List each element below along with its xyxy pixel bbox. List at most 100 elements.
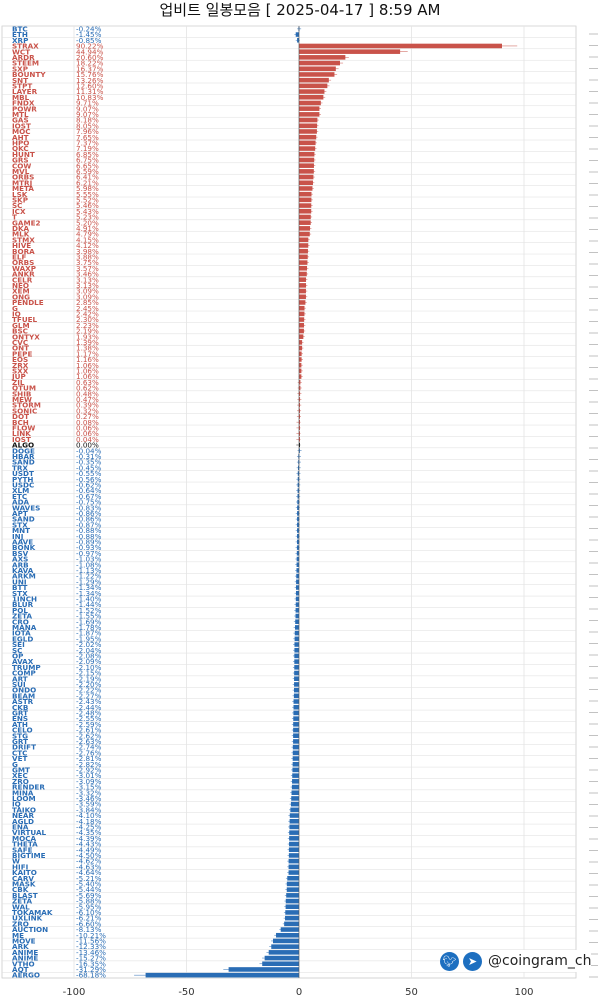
row-coin-label: NEAR <box>12 811 34 820</box>
row-coin-label: BCH <box>12 418 29 427</box>
row-coin-label: MOVE <box>12 937 36 946</box>
bar <box>288 853 299 858</box>
bar <box>289 836 299 841</box>
row-coin-label: KAITO <box>12 868 37 877</box>
row-coin-label: VTHO <box>12 959 35 968</box>
row-coin-label: ONTYX <box>12 332 40 341</box>
telegram-icon[interactable]: ➤ <box>463 951 482 971</box>
bar <box>299 89 325 94</box>
row-coin-label: HIFI <box>12 862 29 871</box>
row-value-label: -11.56% <box>76 937 106 946</box>
row-value-label: -0.86% <box>76 515 102 524</box>
row-coin-label: GAS <box>12 116 29 125</box>
row-value-label: -0.24% <box>76 24 102 33</box>
row-coin-label: ZRX <box>12 361 29 370</box>
row-value-label: 3.13% <box>76 281 99 290</box>
row-value-label: 2.42% <box>76 309 99 318</box>
bar <box>292 761 299 767</box>
row-coin-label: TRX <box>12 463 28 472</box>
row-coin-label: BSC <box>12 327 28 336</box>
row-coin-label: USDT <box>12 469 34 478</box>
bar <box>299 66 336 72</box>
bar <box>292 756 299 761</box>
x-tick-label: 0 <box>296 987 302 998</box>
row-coin-label: KAVA <box>12 566 34 575</box>
row-coin-label: PEPE <box>12 349 32 358</box>
row-coin-label: CELO <box>12 726 33 735</box>
row-coin-label: QTUM <box>12 384 36 393</box>
bar <box>286 881 299 887</box>
bar <box>293 716 299 721</box>
row-coin-label: BLAST <box>12 891 38 900</box>
row-coin-label: GAME2 <box>12 218 41 227</box>
row-coin-label: CBK <box>12 885 29 894</box>
grid <box>1 25 598 979</box>
row-coin-label: AERGO <box>12 971 40 980</box>
row-coin-label: EGLD <box>12 634 33 643</box>
row-value-label: 2.45% <box>76 304 99 313</box>
row-value-label: -2.61% <box>76 726 102 735</box>
row-coin-label: ATH <box>12 720 28 729</box>
row-value-label: -0.35% <box>76 458 102 467</box>
bar <box>145 972 299 978</box>
row-value-label: 1.38% <box>76 344 99 353</box>
row-value-label: -4.43% <box>76 840 102 849</box>
row-value-label: -2.22% <box>76 686 102 695</box>
row-coin-label: AUCTION <box>12 925 48 934</box>
row-coin-label: ORBS <box>12 173 34 182</box>
bar <box>284 921 299 927</box>
row-value-label: -0.64% <box>76 486 102 495</box>
bar <box>299 55 346 60</box>
row-value-label: -1.40% <box>76 595 102 604</box>
row-value-label: -5.69% <box>76 891 102 900</box>
bar <box>299 260 308 265</box>
row-coin-label: HPO <box>12 138 29 147</box>
row-coin-label: APT <box>12 509 28 518</box>
row-coin-label: MNT <box>12 526 30 535</box>
row-value-label: 6.41% <box>76 173 99 182</box>
row-coin-label: CRO <box>12 617 29 626</box>
row-value-label: -15.27% <box>76 954 106 963</box>
row-coin-label: XEC <box>12 771 28 780</box>
row-value-label: -1.78% <box>76 623 102 632</box>
row-value-label: -1.87% <box>76 629 102 638</box>
row-value-label: 0.48% <box>76 389 99 398</box>
row-coin-label: ENS <box>12 714 28 723</box>
row-coin-label: SC <box>12 646 22 655</box>
row-value-label: -2.62% <box>76 731 102 740</box>
row-value-label: -2.10% <box>76 663 102 672</box>
row-coin-label: MTL <box>12 110 29 119</box>
row-value-label: -2.20% <box>76 680 102 689</box>
row-coin-label: IOST <box>12 435 31 444</box>
row-value-label: -0.56% <box>76 475 102 484</box>
bar <box>299 94 324 100</box>
row-coin-label: JUP <box>11 372 26 381</box>
row-coin-label: BOUNTY <box>12 70 46 79</box>
bar <box>292 767 299 773</box>
row-coin-label: LSK <box>12 190 28 199</box>
row-coin-label: G <box>12 304 18 313</box>
bar <box>299 197 312 203</box>
row-coin-label: STG <box>12 731 28 740</box>
row-value-label: -4.64% <box>76 868 102 877</box>
row-value-label: 1.39% <box>76 338 99 347</box>
bar <box>293 739 299 744</box>
bar <box>299 277 307 282</box>
bar <box>299 311 305 317</box>
row-value-label: 1.06% <box>76 372 99 381</box>
row-value-label: -1.52% <box>76 606 102 615</box>
row-value-label: -1.95% <box>76 634 102 643</box>
row-coin-label: ART <box>12 674 28 683</box>
row-value-label: 12.60% <box>76 81 104 90</box>
row-value-label: -3.15% <box>76 783 102 792</box>
bar <box>272 938 299 944</box>
bar <box>290 801 299 807</box>
bar <box>299 180 313 186</box>
row-value-label: -3.09% <box>76 777 102 786</box>
row-value-label: 5.98% <box>76 184 99 193</box>
bar <box>286 887 299 892</box>
bar <box>276 932 299 938</box>
twitter-icon[interactable]: 🐦︎ <box>440 951 459 971</box>
row-value-label: 2.30% <box>76 315 99 324</box>
bar <box>299 214 311 220</box>
